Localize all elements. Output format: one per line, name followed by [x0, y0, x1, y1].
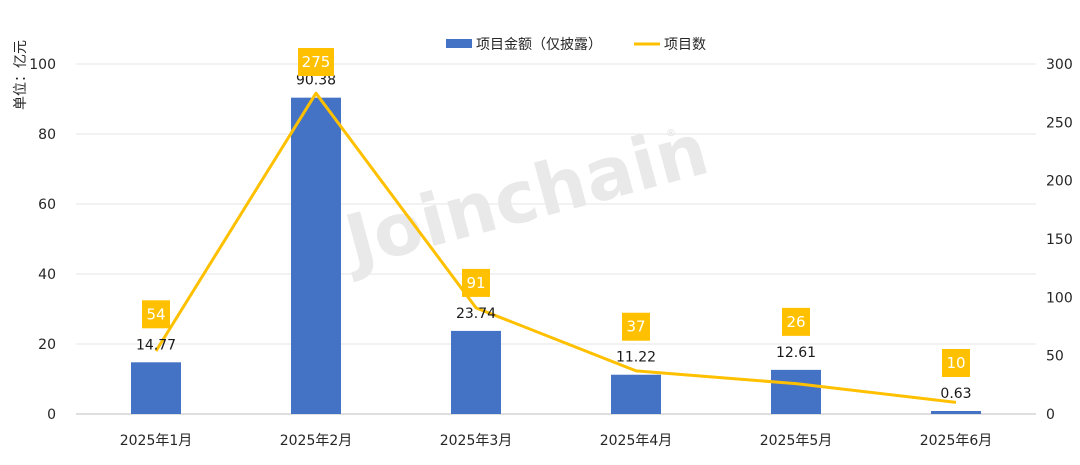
- count-label-box: [942, 349, 970, 377]
- count-value-label: 54: [146, 305, 165, 323]
- watermark-text: Joinchain: [332, 107, 717, 285]
- data-labels: 14.77 90.38 23.74 11.22 12.61 0.63 54 275 91 37 26…: [136, 48, 972, 402]
- bar: [931, 411, 981, 414]
- bar-value-label: 90.38: [296, 73, 336, 89]
- bar-series: [131, 97, 981, 415]
- y-right-tick-label: 250: [1046, 115, 1073, 131]
- y-right-tick-label: 200: [1046, 174, 1073, 190]
- x-tick-label: 2025年5月: [760, 433, 833, 449]
- bar-value-label: 23.74: [456, 306, 496, 322]
- y-right-tick-label: 0: [1046, 407, 1055, 423]
- y-left-tick-label: 60: [38, 197, 56, 213]
- gridlines: [76, 63, 1036, 415]
- legend-swatch-bar: [446, 39, 472, 48]
- count-value-label: 37: [626, 318, 645, 336]
- count-label-box: [462, 268, 490, 297]
- y-left-tick-label: 80: [38, 127, 56, 143]
- x-axis: 2025年1月 2025年2月 2025年3月 2025年4月 2025年5月 2025年…: [120, 433, 993, 449]
- count-label-box: [782, 307, 810, 336]
- x-tick-label: 2025年6月: [920, 433, 993, 449]
- y-axis-title: 单位：亿元: [13, 40, 29, 110]
- count-label-box: [142, 300, 170, 329]
- bar: [131, 362, 181, 414]
- count-value-label: 91: [466, 274, 485, 292]
- count-value-label: 10: [946, 354, 965, 372]
- bar: [291, 97, 341, 415]
- watermark: Joinchain ®: [332, 107, 717, 285]
- count-line: [154, 91, 957, 404]
- bar: [611, 374, 661, 414]
- count-value-label: 26: [786, 313, 805, 331]
- y-axis-right: 0 50 100 150 200 250 300: [1046, 57, 1073, 423]
- line-series: [154, 91, 957, 404]
- legend-label-count: 项目数: [664, 37, 706, 53]
- y-left-tick-label: 20: [38, 337, 56, 353]
- y-right-tick-label: 100: [1046, 290, 1073, 306]
- y-right-tick-label: 50: [1046, 349, 1064, 365]
- count-label-box: [622, 312, 650, 341]
- x-tick-label: 2025年2月: [280, 433, 353, 449]
- y-left-tick-label: 0: [47, 407, 56, 423]
- legend: 项目金额（仅披露） 项目数: [446, 37, 706, 53]
- y-axis-left: 0 20 40 60 80 100: [29, 57, 56, 423]
- x-tick-label: 2025年3月: [440, 433, 513, 449]
- y-left-tick-label: 40: [38, 267, 56, 283]
- watermark-registered-mark: ®: [666, 128, 676, 139]
- bar-value-label: 14.77: [136, 337, 176, 353]
- count-value-label: 275: [302, 53, 331, 71]
- bar: [451, 330, 501, 414]
- bar-value-label: 11.22: [616, 350, 656, 366]
- y-right-tick-label: 300: [1046, 57, 1073, 73]
- y-left-tick-label: 100: [29, 57, 56, 73]
- x-tick-label: 2025年1月: [120, 433, 193, 449]
- bar: [771, 369, 821, 414]
- y-right-tick-label: 150: [1046, 232, 1073, 248]
- x-tick-label: 2025年4月: [600, 433, 673, 449]
- legend-label-amount: 项目金额（仅披露）: [476, 37, 602, 53]
- bar-value-label: 0.63: [940, 386, 971, 402]
- count-label-box: [298, 48, 334, 76]
- bar-value-label: 12.61: [776, 345, 816, 361]
